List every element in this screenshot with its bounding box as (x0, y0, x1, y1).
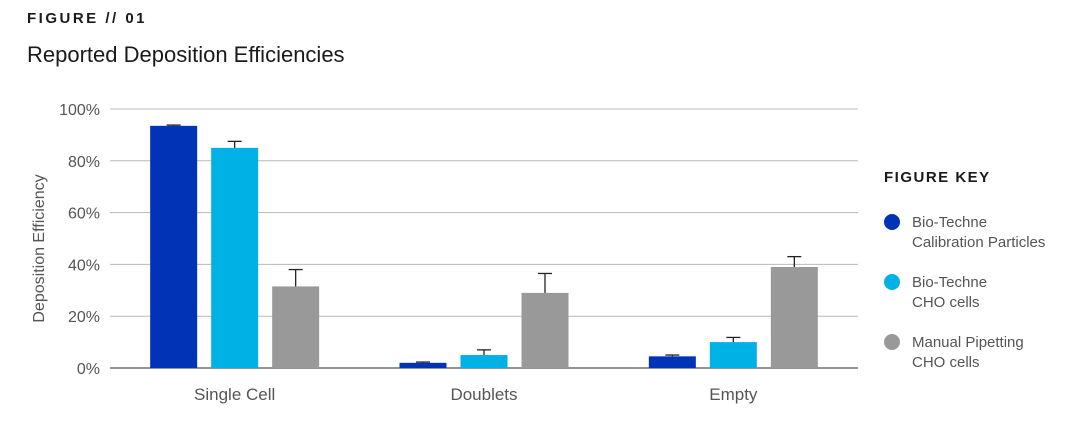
y-tick-label: 60% (68, 206, 100, 223)
bar (399, 362, 447, 368)
bar-chart: 0% 20% 40% 60% 80% 100% Deposition Efficiency S… (31, 102, 858, 404)
legend-label-line1: Bio-Techne (912, 214, 988, 231)
y-tick-label: 40% (68, 257, 100, 274)
y-tick-label: 20% (68, 309, 100, 326)
legend-item-bio-techne-cho: Bio-Techne CHO cells (884, 273, 987, 313)
figure-label: FIGURE // 01 (27, 10, 148, 27)
legend-item-calibration-particles: Bio-Techne Calibration Particles (884, 213, 1045, 253)
x-tick-label: Single Cell (194, 385, 275, 404)
legend-label-line2: CHO cells (912, 294, 980, 311)
bar (460, 355, 508, 368)
legend-item-manual-pipetting: Manual Pipetting CHO cells (884, 333, 1024, 373)
figure-title: Reported Deposition Efficiencies (27, 42, 345, 67)
legend-dot-icon (884, 274, 900, 290)
bar (272, 286, 320, 368)
legend-label-line1: Manual Pipetting (912, 334, 1024, 351)
legend-dot-icon (884, 214, 900, 230)
y-tick-label: 0% (77, 361, 100, 378)
legend-dot-icon (884, 334, 900, 350)
y-tick-label: 100% (59, 102, 100, 119)
bar (709, 342, 757, 368)
y-tick-label: 80% (68, 154, 100, 171)
figure-key-title: FIGURE KEY (884, 169, 991, 186)
legend-label-line1: Bio-Techne (912, 274, 988, 291)
x-tick-label: Doublets (450, 385, 517, 404)
bar (648, 356, 696, 368)
legend-label-line2: CHO cells (912, 354, 980, 371)
bar (770, 266, 818, 368)
y-axis-label: Deposition Efficiency (31, 174, 48, 322)
bar (521, 292, 569, 368)
legend-label-line2: Calibration Particles (912, 234, 1046, 251)
x-tick-label: Empty (709, 385, 758, 404)
bar (211, 147, 259, 368)
bar (150, 125, 198, 369)
